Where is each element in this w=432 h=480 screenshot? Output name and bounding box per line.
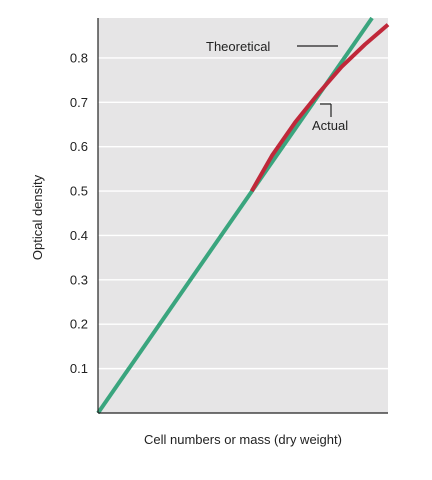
y-tick-label: 0.8 (70, 50, 88, 65)
series-layer (96, 16, 390, 415)
y-tick-label: 0.3 (70, 272, 88, 287)
x-axis-title: Cell numbers or mass (dry weight) (144, 432, 342, 447)
annotations: Theoretical Actual (206, 39, 348, 133)
y-tick-labels: 0.1 0.2 0.3 0.4 0.5 0.6 0.7 0.8 (70, 50, 88, 376)
y-tick-label: 0.5 (70, 184, 88, 199)
series-line-actual (249, 23, 390, 193)
y-tick-label: 0.7 (70, 95, 88, 110)
grid-lines (98, 57, 388, 370)
y-tick-label: 0.6 (70, 139, 88, 154)
annotation-actual: Actual (312, 118, 348, 133)
y-tick-label: 0.1 (70, 361, 88, 376)
plot-area (98, 18, 388, 413)
axes-frame (97, 18, 388, 414)
annotation-theoretical: Theoretical (206, 39, 270, 54)
y-axis-title: Optical density (30, 174, 45, 260)
y-tick-label: 0.4 (70, 228, 88, 243)
y-tick-label: 0.2 (70, 317, 88, 332)
